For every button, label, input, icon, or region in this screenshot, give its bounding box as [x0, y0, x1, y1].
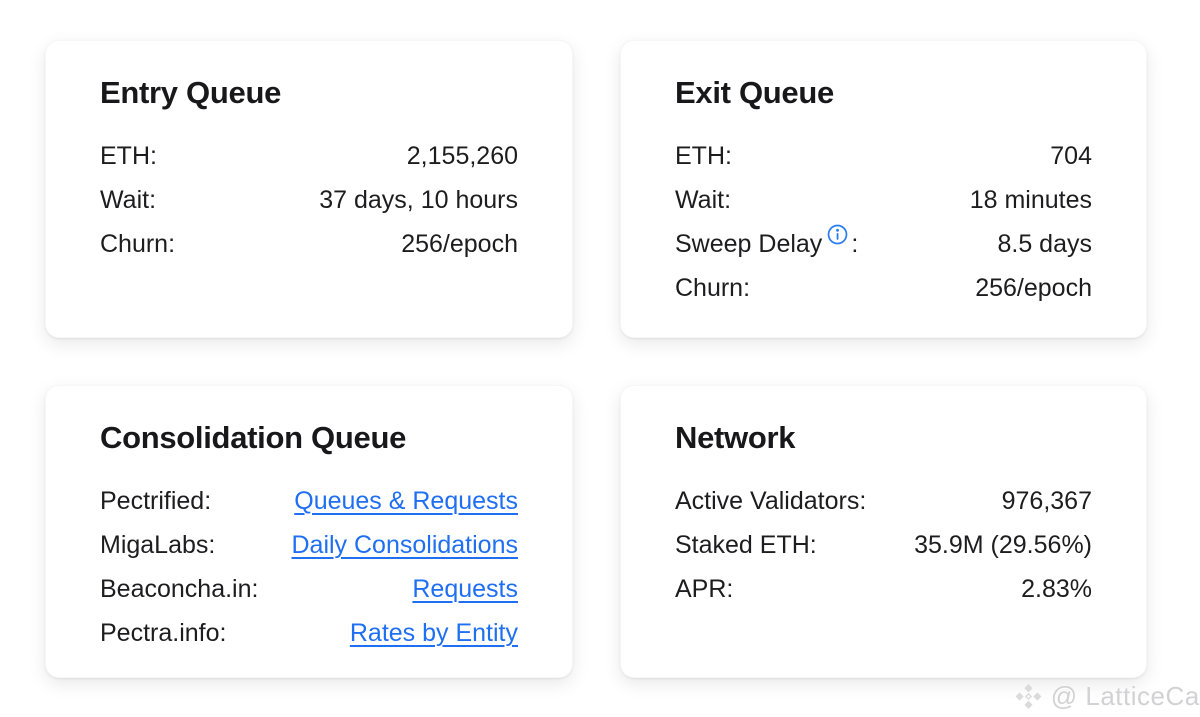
active-validators-value: 976,367 [1001, 487, 1092, 515]
pectra-info-row: Pectra.info: Rates by Entity [100, 611, 518, 655]
watermark-text: @ LatticeCai [1050, 681, 1200, 711]
exit-eth-row: ETH: 704 [675, 134, 1092, 178]
exit-sweep-delay-value: 8.5 days [997, 230, 1092, 258]
migalabs-label: MigaLabs: [100, 531, 216, 559]
exit-wait-value: 18 minutes [969, 186, 1092, 214]
apr-value: 2.83% [1021, 575, 1092, 603]
migalabs-row: MigaLabs: Daily Consolidations [100, 523, 518, 567]
migalabs-daily-consolidations-link[interactable]: Daily Consolidations [291, 531, 518, 559]
pectra-info-label: Pectra.info: [100, 619, 227, 647]
staked-eth-label: Staked ETH: [675, 531, 817, 559]
consolidation-queue-card: Consolidation Queue Pectrified: Queues &… [45, 385, 573, 678]
exit-eth-label: ETH: [675, 142, 732, 170]
entry-eth-row: ETH: 2,155,260 [100, 134, 518, 178]
entry-churn-label: Churn: [100, 230, 176, 258]
validator-queue-dashboard: Entry Queue ETH: 2,155,260 Wait: 37 days… [45, 40, 1147, 678]
entry-churn-row: Churn: 256/epoch [100, 222, 518, 266]
staked-eth-value: 35.9M (29.56%) [914, 531, 1092, 559]
exit-churn-label: Churn: [675, 274, 751, 302]
entry-eth-value: 2,155,260 [406, 142, 518, 170]
apr-label: APR: [675, 575, 734, 603]
exit-churn-value: 256/epoch [975, 274, 1092, 302]
pectrified-queues-requests-link[interactable]: Queues & Requests [294, 487, 518, 515]
exit-wait-label: Wait: [675, 186, 732, 214]
entry-queue-card: Entry Queue ETH: 2,155,260 Wait: 37 days… [45, 40, 573, 338]
watermark: @ LatticeCai [1015, 681, 1200, 712]
entry-churn-value: 256/epoch [401, 230, 518, 258]
pectrified-row: Pectrified: Queues & Requests [100, 479, 518, 523]
entry-wait-row: Wait: 37 days, 10 hours [100, 178, 518, 222]
active-validators-row: Active Validators: 976,367 [675, 479, 1092, 523]
beaconcha-row: Beaconcha.in: Requests [100, 567, 518, 611]
entry-eth-label: ETH: [100, 142, 157, 170]
exit-queue-card: Exit Queue ETH: 704 Wait: 18 minutes Swe… [620, 40, 1147, 338]
entry-wait-value: 37 days, 10 hours [319, 186, 518, 214]
beaconcha-label: Beaconcha.in: [100, 575, 259, 603]
entry-queue-title: Entry Queue [100, 75, 282, 110]
exit-queue-title: Exit Queue [675, 75, 834, 110]
exit-sweep-delay-colon: : [851, 230, 859, 258]
consolidation-queue-title: Consolidation Queue [100, 420, 407, 455]
active-validators-label: Active Validators: [675, 487, 867, 515]
binance-diamond-icon [1015, 683, 1042, 710]
apr-row: APR: 2.83% [675, 567, 1092, 611]
exit-sweep-delay-row: Sweep Delay: 8.5 days [675, 222, 1092, 266]
pectra-rates-by-entity-link[interactable]: Rates by Entity [349, 619, 518, 647]
pectrified-label: Pectrified: [100, 487, 212, 515]
staked-eth-row: Staked ETH: 35.9M (29.56%) [675, 523, 1092, 567]
exit-sweep-delay-label: Sweep Delay [675, 230, 823, 258]
info-icon[interactable] [827, 224, 848, 245]
exit-eth-value: 704 [1050, 142, 1092, 170]
exit-churn-row: Churn: 256/epoch [675, 266, 1092, 310]
beaconcha-requests-link[interactable]: Requests [412, 575, 518, 603]
network-title: Network [675, 420, 796, 455]
exit-sweep-delay-label-group: Sweep Delay: [675, 222, 858, 266]
entry-wait-label: Wait: [100, 186, 157, 214]
network-card: Network Active Validators: 976,367 Stake… [620, 385, 1147, 678]
exit-wait-row: Wait: 18 minutes [675, 178, 1092, 222]
